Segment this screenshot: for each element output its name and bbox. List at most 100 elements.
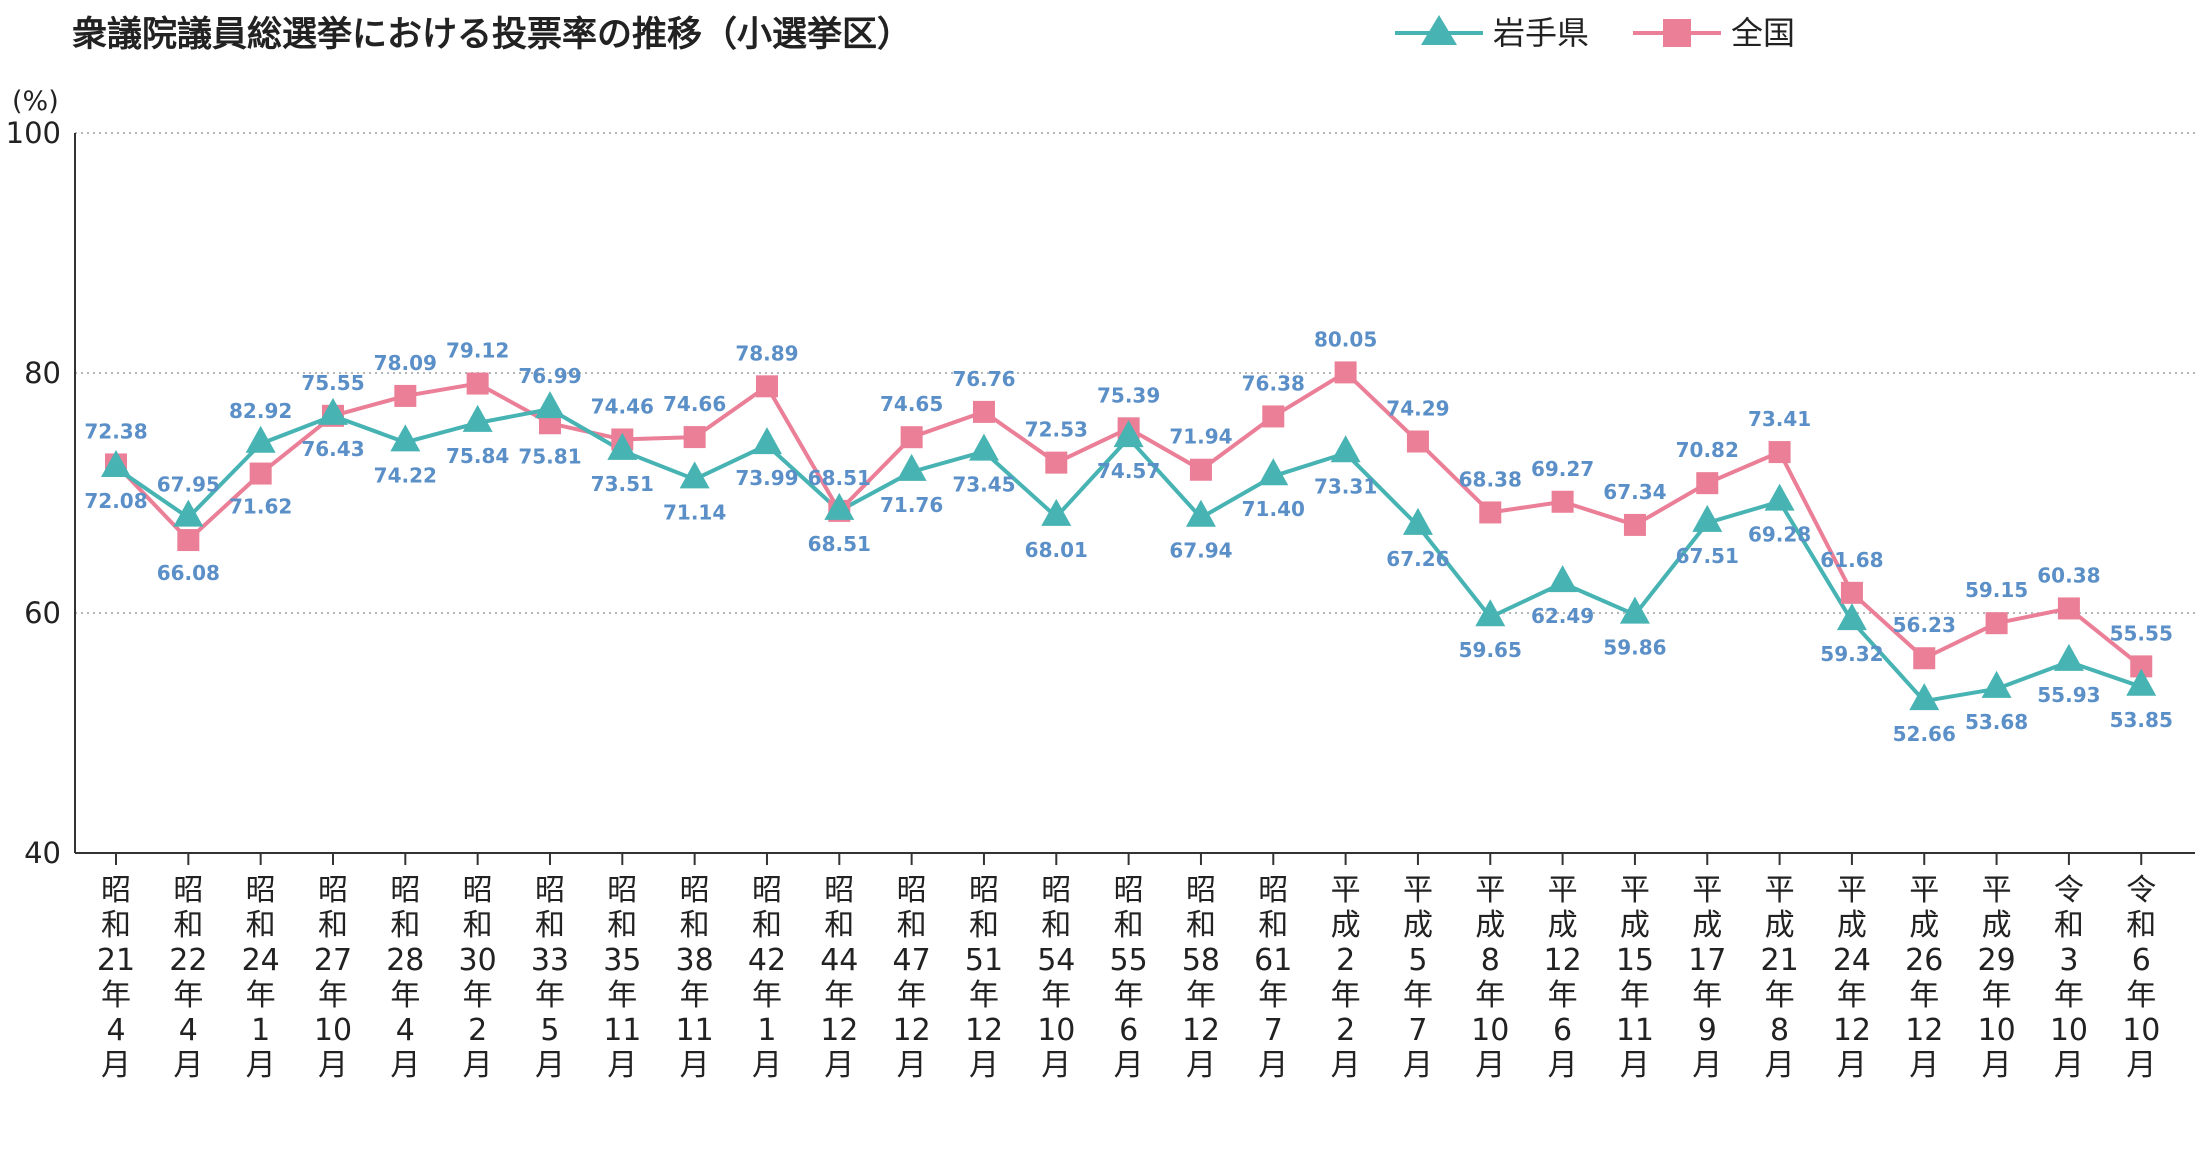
triangle-marker xyxy=(2126,668,2157,696)
data-label-national: 71.94 xyxy=(1169,425,1232,449)
data-label-iwate: 73.51 xyxy=(591,472,654,496)
triangle-marker xyxy=(1402,507,1433,535)
legend-label-national: 全国 xyxy=(1731,14,1796,52)
data-label-national: 71.62 xyxy=(229,495,292,519)
x-tick-label: 平成 29 年 10 月 xyxy=(1977,873,2015,1083)
x-tick-label: 昭和 42 年 1 月 xyxy=(748,873,786,1083)
triangle-marker xyxy=(1258,458,1289,486)
triangle-marker xyxy=(1836,603,1867,631)
triangle-marker xyxy=(968,433,999,461)
square-marker-icon xyxy=(1633,19,1722,47)
triangle-marker xyxy=(1692,504,1723,532)
data-label-iwate: 67.51 xyxy=(1676,544,1739,568)
x-tick-label: 昭和 27 年 10 月 xyxy=(314,873,352,1083)
data-label-iwate: 73.31 xyxy=(1314,474,1377,498)
data-label-national: 73.41 xyxy=(1748,407,1811,431)
data-label-iwate: 71.14 xyxy=(663,500,726,524)
x-tick-label: 平成 5 年 7 月 xyxy=(1403,873,1433,1083)
triangle-marker xyxy=(1547,565,1578,593)
square-marker xyxy=(1623,513,1646,536)
x-tick-label: 昭和 24 年 1 月 xyxy=(242,873,280,1083)
square-marker xyxy=(466,372,489,395)
square-marker xyxy=(900,426,923,449)
triangle-marker xyxy=(1185,499,1216,527)
x-tick-label: 平成 8 年 10 月 xyxy=(1471,873,1509,1083)
x-tick-label: 昭和 22 年 4 月 xyxy=(169,873,207,1083)
square-marker xyxy=(1985,612,2008,635)
data-label-iwate: 82.92 xyxy=(229,399,292,423)
square-marker xyxy=(177,529,200,552)
data-label-iwate: 62.49 xyxy=(1531,604,1594,628)
data-label-national: 79.12 xyxy=(446,339,509,363)
data-label-iwate: 59.65 xyxy=(1459,638,1522,662)
x-tick-label: 昭和 28 年 4 月 xyxy=(386,873,424,1083)
data-label-national: 70.82 xyxy=(1676,438,1739,462)
triangle-marker xyxy=(1113,420,1144,448)
y-axis-unit-label: (%) xyxy=(12,86,59,117)
x-tick-label: 昭和 58 年 12 月 xyxy=(1182,873,1220,1083)
x-tick-label: 平成 26 年 12 月 xyxy=(1905,873,1943,1083)
triangle-marker xyxy=(824,492,855,520)
data-label-national: 74.29 xyxy=(1386,397,1449,421)
data-label-national: 67.34 xyxy=(1603,480,1666,504)
data-label-national: 78.89 xyxy=(735,341,798,365)
data-label-national: 75.39 xyxy=(1097,383,1160,407)
triangle-marker xyxy=(390,424,421,452)
data-label-iwate: 71.40 xyxy=(1242,497,1305,521)
chart-title: 衆議院議員総選挙における投票率の推移（小選挙区） xyxy=(72,15,913,55)
triangle-marker xyxy=(896,453,927,481)
x-tick-label: 令和 3 年 10 月 xyxy=(2050,873,2088,1083)
square-marker xyxy=(972,400,995,423)
x-tick-label: 昭和 44 年 12 月 xyxy=(820,873,858,1083)
data-label-national: 61.68 xyxy=(1820,548,1883,572)
data-label-iwate: 59.32 xyxy=(1820,642,1883,666)
triangle-marker xyxy=(607,432,638,460)
x-tick-label: 昭和 38 年 11 月 xyxy=(676,873,714,1083)
triangle-marker xyxy=(1475,599,1506,627)
data-label-iwate: 71.76 xyxy=(880,493,943,517)
square-marker xyxy=(1840,581,1863,604)
triangle-marker xyxy=(1764,483,1795,511)
data-label-iwate: 74.57 xyxy=(1097,459,1160,483)
x-tick-label: 昭和 51 年 12 月 xyxy=(965,873,1003,1083)
triangle-marker xyxy=(317,397,348,425)
data-label-iwate: 53.68 xyxy=(1965,710,2028,734)
x-tick-label: 昭和 61 年 7 月 xyxy=(1254,873,1292,1083)
triangle-marker xyxy=(1981,670,2012,698)
x-tick-label: 昭和 30 年 2 月 xyxy=(459,873,497,1083)
data-label-iwate: 67.26 xyxy=(1386,547,1449,571)
data-label-iwate: 55.93 xyxy=(2037,683,2100,707)
triangle-marker xyxy=(1330,435,1361,463)
data-label-iwate: 52.66 xyxy=(1893,722,1956,746)
data-label-national: 56.23 xyxy=(1893,613,1956,637)
x-tick-label: 平成 17 年 9 月 xyxy=(1688,873,1726,1083)
y-tick-label: 40 xyxy=(24,836,61,870)
data-label-iwate: 68.51 xyxy=(808,532,871,556)
data-label-national: 59.15 xyxy=(1965,578,2028,602)
data-label-iwate: 67.95 xyxy=(157,473,220,497)
data-label-iwate: 73.45 xyxy=(952,473,1015,497)
data-label-national: 55.55 xyxy=(2110,621,2173,645)
square-marker xyxy=(683,426,706,449)
x-tick-label: 昭和 21 年 4 月 xyxy=(97,873,135,1083)
x-tick-label: 平成 12 年 6 月 xyxy=(1544,873,1582,1083)
x-tick-label: 昭和 55 年 6 月 xyxy=(1110,873,1148,1083)
triangle-marker xyxy=(173,499,204,527)
data-label-iwate: 59.86 xyxy=(1603,636,1666,660)
y-tick-label: 100 xyxy=(6,116,61,150)
data-label-national: 75.81 xyxy=(518,444,581,468)
x-tick-label: 令和 6 年 10 月 xyxy=(2122,873,2160,1083)
square-marker xyxy=(394,384,417,407)
data-label-national: 69.27 xyxy=(1531,457,1594,481)
data-label-national: 76.76 xyxy=(952,367,1015,391)
data-label-national: 60.38 xyxy=(2037,563,2100,587)
triangle-marker xyxy=(101,450,131,478)
data-label-national: 68.38 xyxy=(1459,467,1522,491)
triangle-marker-icon xyxy=(1395,15,1483,45)
square-marker xyxy=(1696,472,1719,495)
triangle-marker xyxy=(534,391,565,419)
triangle-marker xyxy=(2053,643,2084,671)
data-label-iwate: 76.43 xyxy=(301,437,364,461)
data-label-national: 76.38 xyxy=(1242,371,1305,395)
legend-label-iwate: 岩手県 xyxy=(1493,14,1590,52)
